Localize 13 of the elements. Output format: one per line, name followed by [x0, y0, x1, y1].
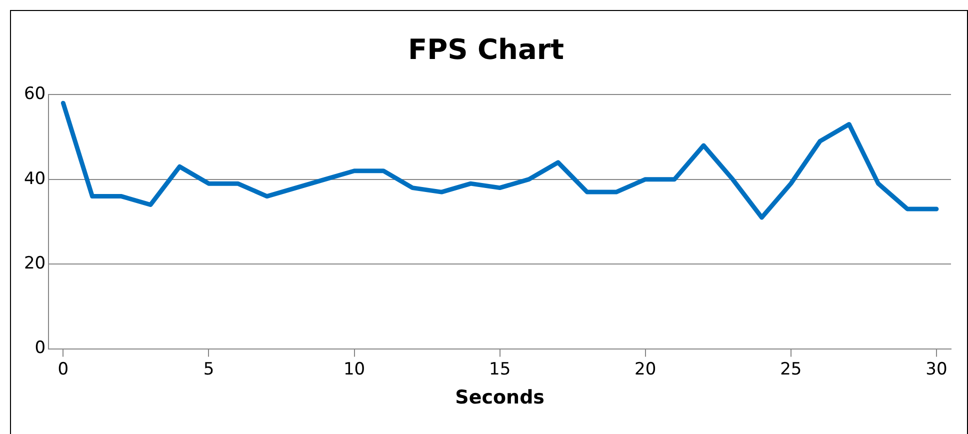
x-tick-label: 10 [343, 359, 366, 380]
x-tick-label: 0 [58, 359, 69, 380]
y-tick-label: 60 [24, 84, 46, 104]
y-tick-label: 0 [34, 338, 46, 358]
x-tick-label: 15 [488, 359, 511, 380]
x-tick-label: 30 [926, 359, 948, 380]
y-tick-label: 20 [24, 253, 46, 274]
chart-title: FPS Chart [408, 33, 564, 66]
x-tick-label: 20 [634, 359, 656, 380]
x-axis-title: Seconds [455, 386, 544, 409]
x-tick-label: 5 [203, 359, 214, 380]
y-tick-label: 40 [24, 168, 46, 189]
x-tick-label: 25 [780, 359, 802, 380]
